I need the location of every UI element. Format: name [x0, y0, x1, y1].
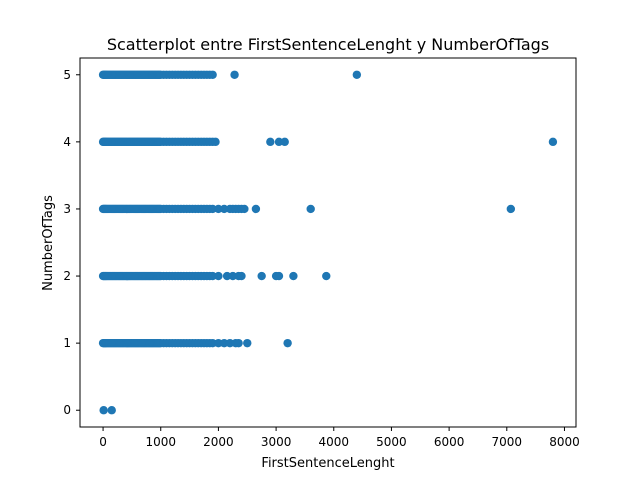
- data-point: [222, 271, 232, 281]
- data-point: [219, 338, 229, 348]
- data-point: [243, 338, 252, 348]
- data-point: [280, 137, 289, 147]
- data-point: [274, 271, 284, 281]
- data-point: [214, 204, 223, 214]
- x-axis-ticks: 0 1000 2000 3000 4000 5000 6000 7000 8000: [99, 427, 580, 449]
- x-tick-label: 2000: [203, 435, 234, 449]
- data-point: [208, 70, 217, 79]
- y-axis-label: NumberOfTags: [41, 195, 56, 291]
- data-point: [234, 338, 243, 348]
- data-point: [289, 271, 298, 281]
- data-point: [251, 204, 261, 214]
- data-point: [99, 406, 108, 415]
- plot-frame: [79, 57, 577, 428]
- data-point: [230, 70, 239, 79]
- y-tick-label: 4: [63, 135, 71, 149]
- x-tick-label: 0: [99, 435, 107, 449]
- x-tick-label: 8000: [549, 435, 580, 449]
- data-point: [214, 271, 223, 281]
- x-tick-label: 7000: [492, 435, 523, 449]
- y-axis-ticks: 0 1 2 3 4 5: [63, 68, 80, 417]
- data-point: [211, 137, 220, 147]
- y-tick-label: 3: [63, 202, 71, 216]
- data-point: [274, 137, 284, 147]
- data-point: [322, 271, 331, 281]
- data-point: [240, 204, 249, 214]
- data-point: [219, 204, 229, 214]
- x-tick-label: 4000: [318, 435, 349, 449]
- x-tick-label: 6000: [434, 435, 465, 449]
- data-point: [257, 271, 266, 281]
- data-point: [548, 137, 558, 147]
- data-point: [352, 70, 362, 79]
- x-axis-label: FirstSentenceLenght: [261, 456, 394, 471]
- x-tick-label: 1000: [145, 435, 176, 449]
- data-point: [266, 137, 275, 147]
- data-point: [306, 204, 315, 214]
- data-point: [283, 338, 292, 348]
- chart-title: Scatterplot entre FirstSentenceLenght y …: [107, 35, 549, 54]
- points-layer: [98, 70, 558, 415]
- data-point: [107, 406, 116, 415]
- y-tick-label: 2: [63, 269, 71, 283]
- data-point: [208, 204, 217, 214]
- y-tick-label: 5: [63, 68, 71, 82]
- y-tick-label: 1: [63, 336, 71, 350]
- data-point: [237, 271, 246, 281]
- y-tick-label: 0: [63, 403, 71, 417]
- x-tick-label: 5000: [376, 435, 407, 449]
- x-tick-label: 3000: [261, 435, 292, 449]
- data-point: [506, 204, 516, 214]
- data-point: [208, 338, 217, 348]
- data-point: [225, 338, 235, 348]
- data-point: [228, 271, 238, 281]
- data-point: [214, 338, 223, 348]
- data-point: [208, 271, 217, 281]
